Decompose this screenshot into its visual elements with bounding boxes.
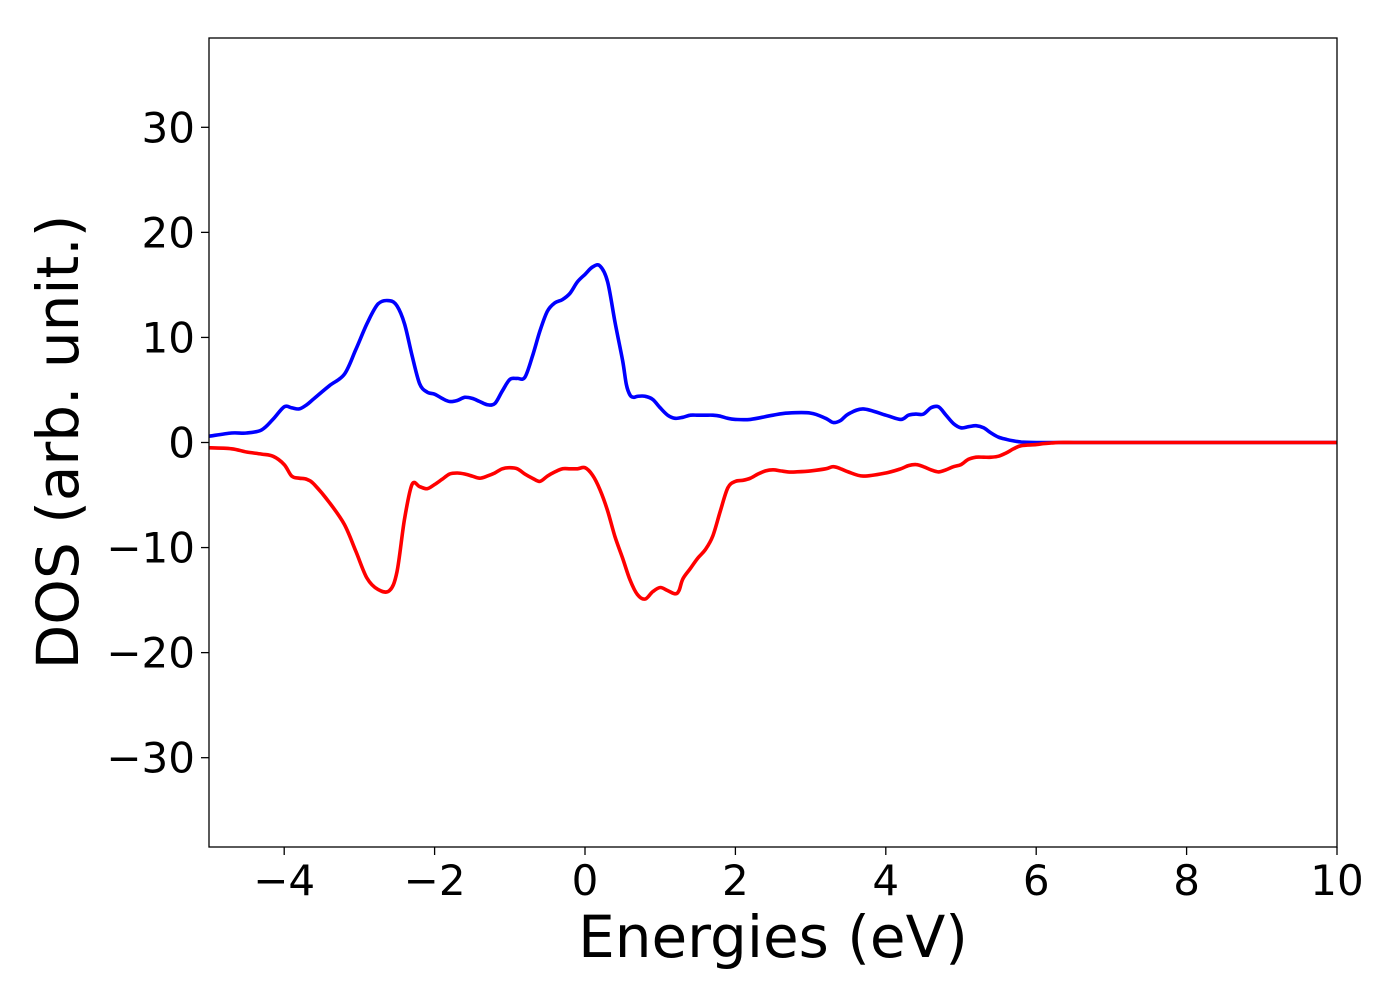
- y-tick-label: 10: [142, 313, 195, 362]
- y-tick-label: 0: [168, 419, 195, 468]
- y-tick-label: 30: [142, 103, 195, 152]
- series-line-red: [208, 440, 1337, 601]
- y-axis-label: DOS (arb. unit.): [24, 215, 92, 670]
- series-line-blue: [208, 263, 1337, 445]
- y-tick-label: −30: [106, 734, 195, 783]
- x-tick-label: 6: [1023, 856, 1050, 905]
- x-tick-label: 10: [1310, 856, 1363, 905]
- x-tick-label: 2: [722, 856, 749, 905]
- x-tick-label: −2: [404, 856, 466, 905]
- x-axis-ticks: −4 −2 0 2 4 6 8 10: [253, 847, 1364, 905]
- y-tick-label: −10: [106, 524, 195, 573]
- x-tick-label: 8: [1173, 856, 1200, 905]
- y-axis-ticks: 30 20 10 0 −10 −20 −30: [106, 103, 209, 783]
- y-tick-label: −20: [106, 629, 195, 678]
- series-lines: [208, 263, 1337, 601]
- x-tick-label: 0: [572, 856, 599, 905]
- x-tick-label: −4: [253, 856, 315, 905]
- x-axis-label: Energies (eV): [578, 903, 968, 971]
- y-tick-label: 20: [142, 208, 195, 257]
- x-tick-label: 4: [872, 856, 899, 905]
